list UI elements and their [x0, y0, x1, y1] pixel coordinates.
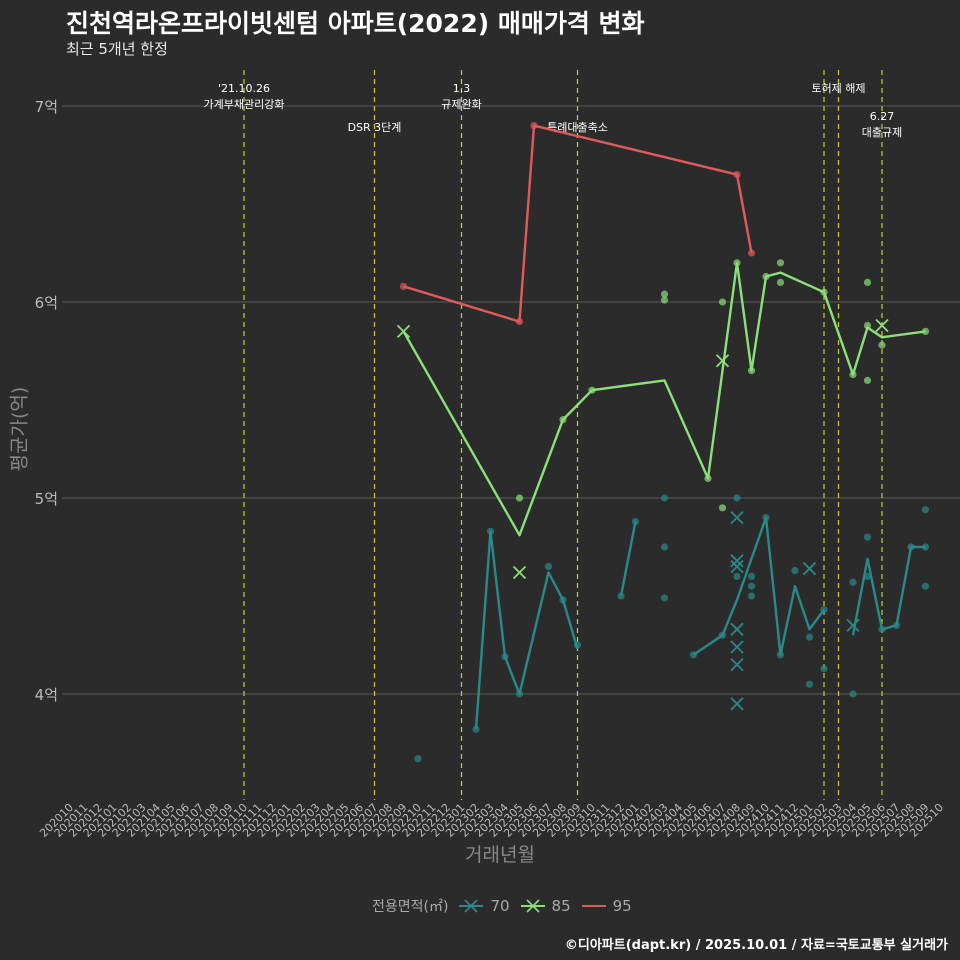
data-point-70 — [733, 494, 741, 502]
data-point-85 — [660, 290, 669, 298]
cross-marker-70 — [846, 618, 860, 633]
data-point-70 — [660, 494, 669, 502]
x-axis-label: 거래년월 — [465, 844, 535, 866]
legend-item-85: 85 — [520, 897, 571, 915]
legend-item-70: 70 — [458, 897, 510, 915]
data-point-85 — [718, 504, 727, 512]
data-point-70 — [820, 664, 828, 673]
data-point-85 — [776, 259, 785, 267]
legend-title: 전용면적(㎡) — [372, 899, 449, 915]
cross-marker-70 — [730, 697, 744, 711]
series-line-70 — [474, 516, 926, 730]
event-label: DSR 3단계 — [348, 121, 402, 134]
data-point-70 — [863, 533, 872, 541]
data-point-85 — [863, 278, 872, 286]
y-tick-label: 6억 — [35, 294, 58, 312]
cross-marker-85 — [875, 318, 889, 333]
cross-marker-85 — [715, 354, 730, 368]
data-point-85 — [776, 278, 785, 286]
data-point-85 — [660, 296, 669, 304]
data-point-70 — [747, 572, 756, 581]
cross-marker-70 — [730, 510, 744, 525]
event-label: 특례대출축소 — [547, 121, 608, 134]
data-point-70 — [660, 543, 669, 551]
event-label: '21.10.26 — [218, 82, 270, 95]
legend-swatch-85 — [520, 899, 545, 913]
series-line-85 — [402, 261, 926, 537]
series-layer — [396, 122, 930, 763]
cross-marker-85 — [396, 324, 411, 339]
data-point-70 — [544, 563, 553, 571]
event-label: 토허제 해제 — [811, 81, 865, 95]
event-label: 규제완화 — [441, 98, 481, 111]
data-point-85 — [878, 341, 886, 349]
legend: 전용면적(㎡) 70 85 95 — [372, 896, 642, 916]
legend-label-95: 95 — [612, 897, 632, 915]
source-caption: ©디아파트(dapt.kr) / 2025.10.01 / 자료=국토교통부 실… — [564, 938, 948, 953]
event-label: 6.27 — [870, 110, 895, 123]
data-point-70 — [805, 633, 814, 641]
data-point-70 — [805, 680, 814, 688]
y-axis-label: 평균가(억) — [8, 386, 31, 472]
y-tick-label: 7억 — [35, 98, 58, 116]
cross-marker-70 — [802, 561, 817, 576]
data-point-70 — [660, 594, 669, 602]
series-line-95 — [403, 124, 753, 323]
data-point-70 — [733, 572, 741, 581]
cross-marker-85 — [512, 565, 527, 580]
data-point-70 — [747, 592, 756, 600]
legend-swatch-95 — [581, 905, 606, 907]
data-point-85 — [718, 298, 727, 306]
chart-title: 진천역라온프라이빗센텀 아파트(2022) 매매가격 변화 — [66, 9, 645, 38]
legend-item-95: 95 — [581, 897, 632, 915]
chart-subtitle: 최근 5개년 한정 — [66, 40, 168, 58]
data-point-70 — [921, 582, 930, 590]
event-label: 1.3 — [453, 82, 471, 95]
data-point-70 — [849, 578, 857, 586]
data-point-70 — [921, 506, 930, 514]
data-point-70 — [414, 755, 422, 763]
cross-marker-70 — [730, 640, 744, 654]
cross-marker-70 — [730, 657, 744, 672]
y-tick-label: 5억 — [35, 490, 58, 508]
data-point-70 — [849, 690, 857, 698]
legend-label-70: 70 — [490, 897, 510, 915]
data-point-85 — [863, 376, 872, 384]
y-tick-labels: 4억 5억 6억 7억 — [35, 98, 58, 704]
y-tick-label: 4억 — [35, 686, 58, 704]
x-tick-labels: 2020102020112020122021012021022021032021… — [37, 801, 946, 840]
grid-lines — [62, 105, 960, 695]
legend-swatch-70 — [459, 899, 484, 913]
data-point-85 — [515, 494, 524, 502]
data-point-70 — [791, 566, 799, 575]
event-label: 대출규제 — [862, 126, 902, 139]
event-label: 가계부채관리강화 — [204, 98, 285, 111]
cross-marker-70 — [730, 554, 744, 568]
data-point-70 — [747, 582, 756, 590]
cross-marker-70 — [730, 622, 744, 636]
cross-marker-70 — [730, 559, 744, 574]
legend-label-85: 85 — [551, 897, 571, 915]
